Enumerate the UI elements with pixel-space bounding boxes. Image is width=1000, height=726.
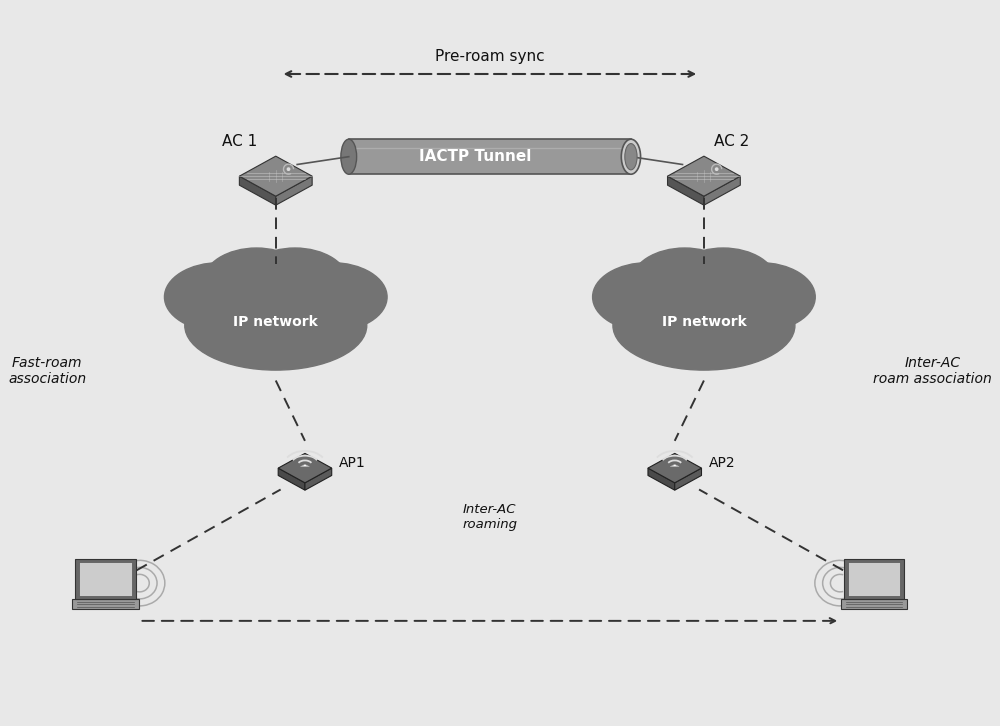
Polygon shape xyxy=(278,453,332,483)
FancyBboxPatch shape xyxy=(79,563,132,595)
Ellipse shape xyxy=(670,248,777,317)
Polygon shape xyxy=(278,468,305,490)
Ellipse shape xyxy=(242,248,349,317)
Ellipse shape xyxy=(593,263,704,331)
Circle shape xyxy=(287,168,290,171)
FancyBboxPatch shape xyxy=(844,558,904,600)
FancyBboxPatch shape xyxy=(349,139,631,174)
FancyBboxPatch shape xyxy=(75,558,136,600)
Text: Pre-roam sync: Pre-roam sync xyxy=(435,49,545,64)
Text: AP2: AP2 xyxy=(709,456,735,470)
Text: Inter-AC
roaming: Inter-AC roaming xyxy=(462,502,517,531)
Ellipse shape xyxy=(276,263,387,331)
Text: Inter-AC
roam association: Inter-AC roam association xyxy=(873,356,992,386)
Polygon shape xyxy=(668,176,704,205)
Text: IP network: IP network xyxy=(233,315,318,329)
Ellipse shape xyxy=(625,144,637,170)
Polygon shape xyxy=(301,465,309,467)
Ellipse shape xyxy=(203,248,310,317)
Polygon shape xyxy=(305,468,332,490)
Polygon shape xyxy=(675,468,701,490)
Ellipse shape xyxy=(185,281,367,370)
Ellipse shape xyxy=(621,139,641,174)
FancyBboxPatch shape xyxy=(72,600,139,609)
Text: Fast-roam
association: Fast-roam association xyxy=(8,356,86,386)
Polygon shape xyxy=(704,176,740,205)
Text: AP1: AP1 xyxy=(339,456,366,470)
Circle shape xyxy=(715,168,718,171)
FancyBboxPatch shape xyxy=(841,600,907,609)
Ellipse shape xyxy=(341,139,357,174)
Ellipse shape xyxy=(613,281,795,370)
Polygon shape xyxy=(239,176,276,205)
Polygon shape xyxy=(648,468,675,490)
Ellipse shape xyxy=(704,263,815,331)
Ellipse shape xyxy=(631,248,738,317)
Polygon shape xyxy=(276,176,312,205)
Text: AC 2: AC 2 xyxy=(714,134,749,149)
Polygon shape xyxy=(239,156,312,196)
Polygon shape xyxy=(648,453,701,483)
Text: IACTP Tunnel: IACTP Tunnel xyxy=(419,150,531,164)
Polygon shape xyxy=(670,465,679,467)
Text: IP network: IP network xyxy=(662,315,746,329)
FancyBboxPatch shape xyxy=(848,563,900,595)
Polygon shape xyxy=(668,156,740,196)
Text: AC 1: AC 1 xyxy=(222,134,257,149)
Ellipse shape xyxy=(164,263,276,331)
